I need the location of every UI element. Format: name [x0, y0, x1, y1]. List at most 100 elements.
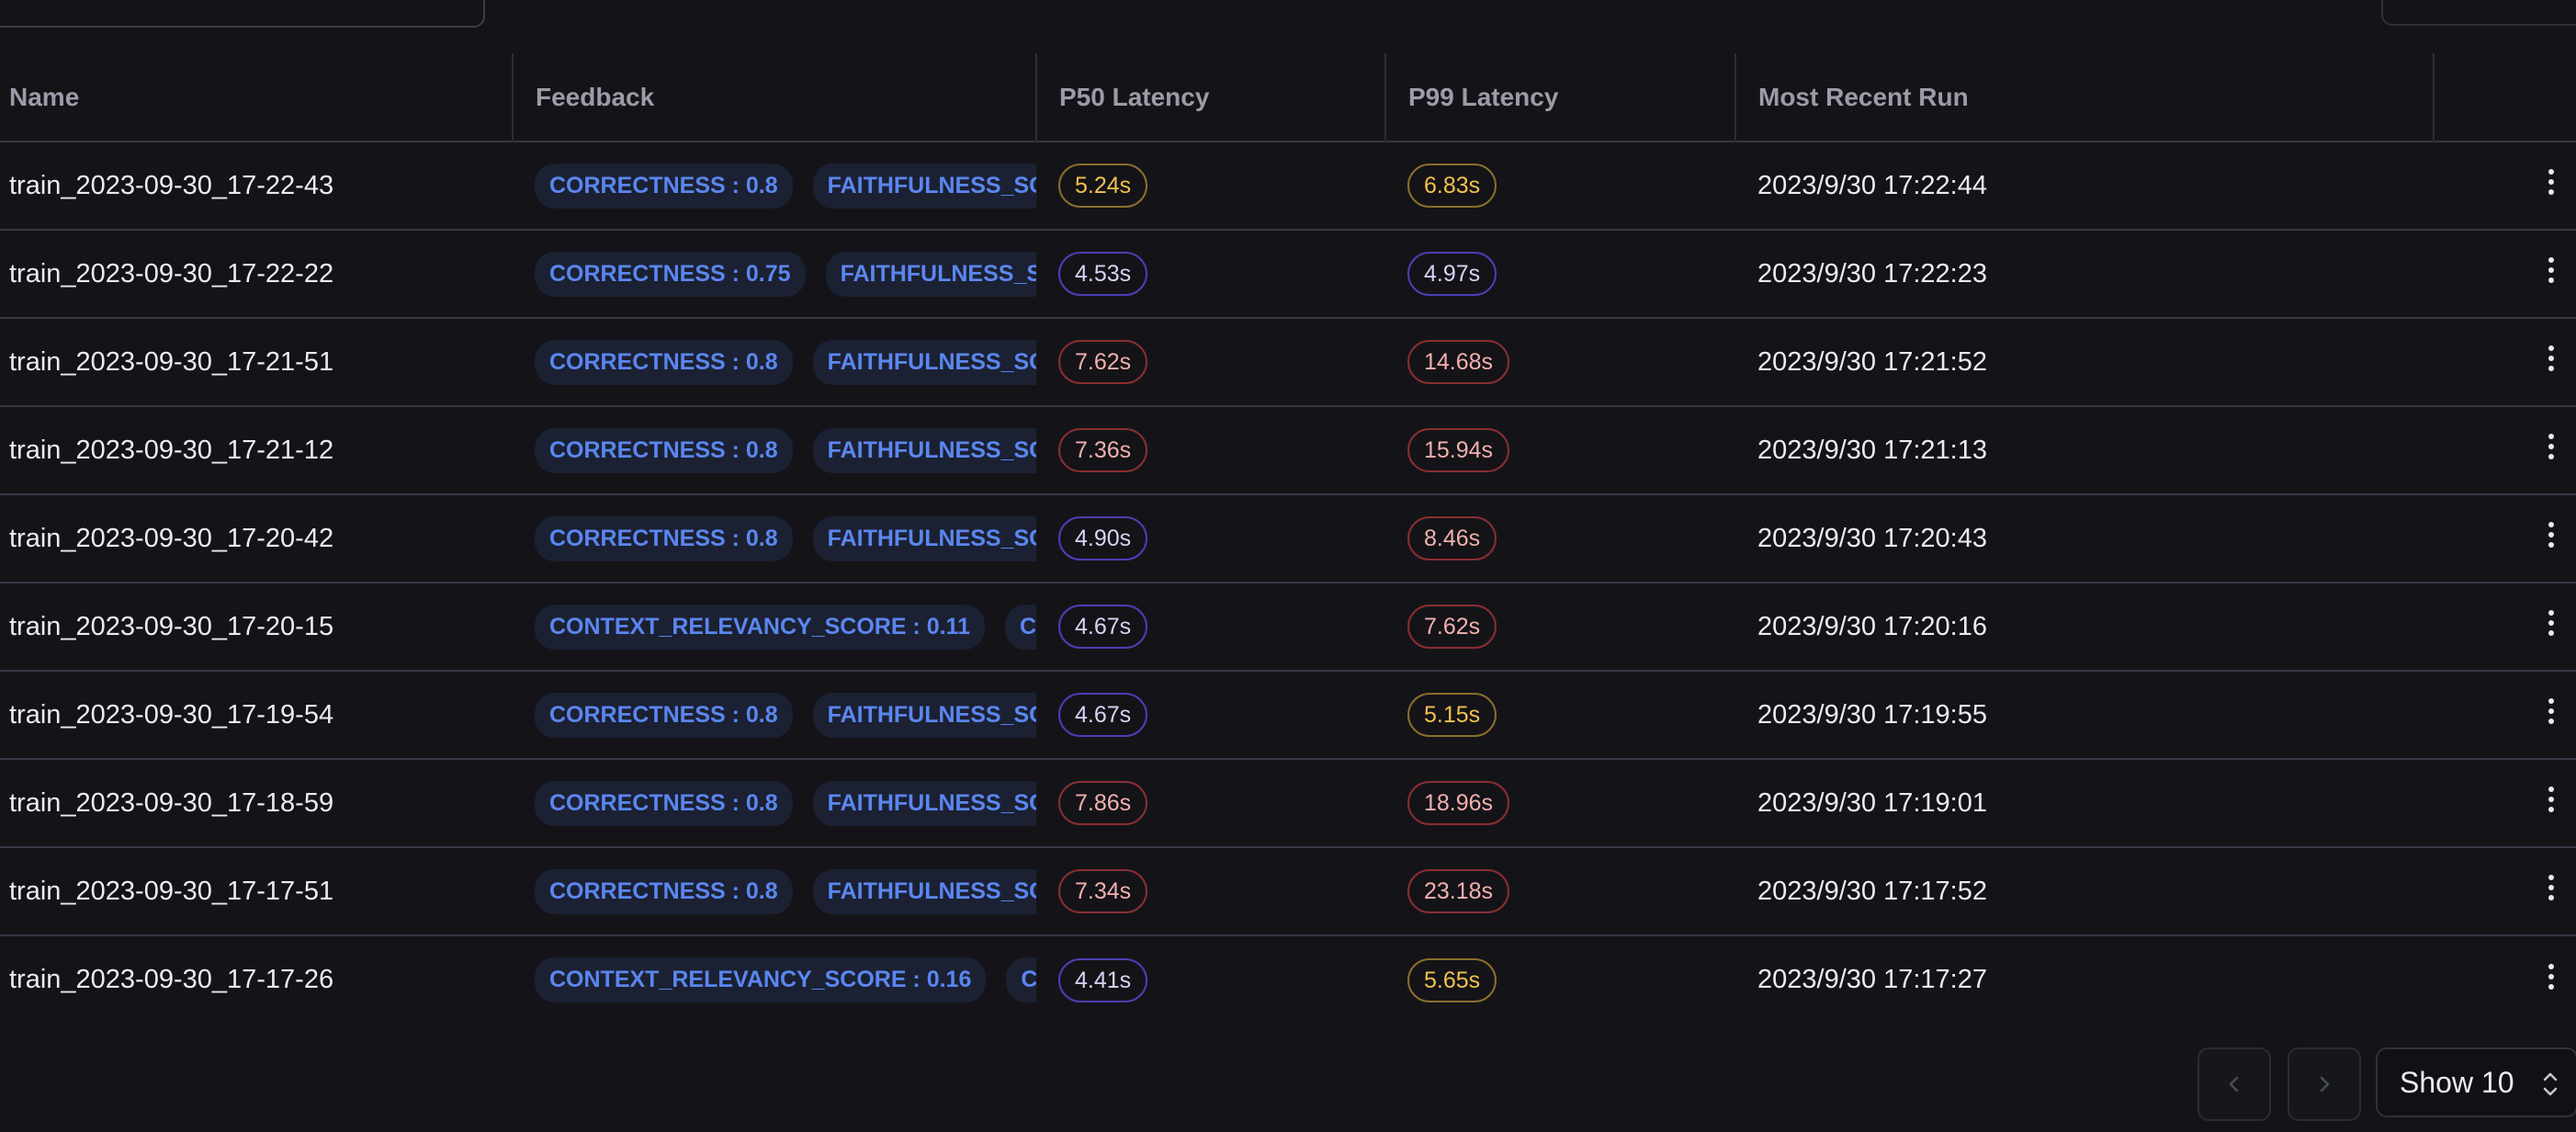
more-vertical-icon[interactable]	[2548, 341, 2554, 376]
table-row[interactable]: train_2023-09-30_17-21-12 CORRECTNESS : …	[0, 406, 2576, 494]
feedback-chip[interactable]: FAITHFULNESS_SCORE	[812, 339, 1036, 385]
more-vertical-icon[interactable]	[2548, 959, 2554, 994]
most-recent-run: 2023/9/30 17:19:55	[1757, 699, 1987, 730]
feedback-chip[interactable]: CORRECTNESS : 0.75	[535, 251, 806, 297]
feedback-chip[interactable]: CORRECTNESS	[1004, 604, 1036, 650]
p99-latency-cell: 18.96s	[1385, 759, 1735, 847]
chevron-left-icon	[2229, 1076, 2239, 1092]
run-name[interactable]: train_2023-09-30_17-18-59	[9, 787, 334, 818]
p99-latency-cell: 15.94s	[1385, 406, 1735, 494]
feedback-chip[interactable]: FAITHFULNESS_SCORE	[825, 251, 1036, 297]
feedback-cell: CORRECTNESS : 0.8 FAITHFULNESS_SCORE	[513, 671, 1036, 759]
table-row[interactable]: train_2023-09-30_17-21-51 CORRECTNESS : …	[0, 318, 2576, 406]
chevron-up-down-icon	[2543, 1072, 2558, 1096]
feedback-chip[interactable]: CONTEXT_RELEVANCY_SCORE : 0.16	[535, 957, 987, 1002]
p50-latency-badge: 7.34s	[1058, 869, 1148, 913]
feedback-chip[interactable]: CONTEXT_RELEVANCY_SCORE : 0.11	[535, 604, 985, 650]
table-row[interactable]: train_2023-09-30_17-20-42 CORRECTNESS : …	[0, 494, 2576, 583]
previous-page-button[interactable]	[2198, 1047, 2271, 1121]
table-row[interactable]: train_2023-09-30_17-18-59 CORRECTNESS : …	[0, 759, 2576, 847]
table-row[interactable]: train_2023-09-30_17-17-51 CORRECTNESS : …	[0, 847, 2576, 935]
feedback-chip[interactable]: CORRECTNESS : 0.8	[535, 339, 793, 385]
p99-latency-cell: 5.15s	[1385, 671, 1735, 759]
feedback-chip[interactable]: CORRECTNESS : 0.8	[535, 868, 793, 914]
row-actions-cell	[2434, 142, 2576, 230]
feedback-chip[interactable]: CORRECTNESS : 0.8	[535, 692, 793, 738]
page-size-select[interactable]: Show 10	[2376, 1047, 2576, 1117]
next-page-button[interactable]	[2288, 1047, 2361, 1121]
run-name[interactable]: train_2023-09-30_17-22-43	[9, 170, 334, 200]
table-row[interactable]: train_2023-09-30_17-20-15 CONTEXT_RELEVA…	[0, 583, 2576, 671]
feedback-chip[interactable]: FAITHFULNESS_SCORE	[812, 163, 1036, 209]
more-vertical-icon[interactable]	[2548, 517, 2554, 552]
chevron-right-icon	[2320, 1076, 2330, 1092]
table-header-row: Name Feedback P50 Latency P99 Latency Mo…	[0, 53, 2576, 142]
feedback-chip[interactable]: FAITHFULNESS_SCORE	[812, 515, 1036, 561]
run-name[interactable]: train_2023-09-30_17-21-12	[9, 435, 334, 465]
run-name[interactable]: train_2023-09-30_17-19-54	[9, 699, 334, 730]
more-vertical-icon[interactable]	[2548, 870, 2554, 905]
row-actions-cell	[2434, 935, 2576, 1024]
column-header-p50-latency[interactable]: P50 Latency	[1036, 53, 1386, 142]
more-vertical-icon[interactable]	[2548, 253, 2554, 288]
more-vertical-icon[interactable]	[2548, 694, 2554, 729]
run-name[interactable]: train_2023-09-30_17-20-42	[9, 523, 334, 553]
search-input[interactable]	[0, 0, 485, 28]
feedback-chip[interactable]: CORRECTNESS : 0.8	[535, 515, 793, 561]
table-row[interactable]: train_2023-09-30_17-22-43 CORRECTNESS : …	[0, 142, 2576, 230]
column-header-most-recent-run[interactable]: Most Recent Run	[1735, 53, 2435, 142]
run-name[interactable]: train_2023-09-30_17-17-51	[9, 876, 334, 906]
feedback-chip[interactable]: CORRECTNESS : 0.8	[535, 780, 793, 826]
run-name[interactable]: train_2023-09-30_17-21-51	[9, 346, 334, 377]
p99-latency-badge: 7.62s	[1407, 605, 1497, 649]
run-name[interactable]: train_2023-09-30_17-20-15	[9, 611, 334, 641]
toolbar-button[interactable]	[2381, 0, 2576, 26]
feedback-cell: CORRECTNESS : 0.8 FAITHFULNESS_SCORE	[513, 847, 1036, 935]
p99-latency-cell: 5.65s	[1385, 935, 1735, 1024]
p99-latency-badge: 23.18s	[1407, 869, 1510, 913]
p50-latency-cell: 4.53s	[1036, 230, 1385, 318]
feedback-chip[interactable]: FAITHFULNESS_SCORE	[812, 692, 1036, 738]
column-header-name[interactable]: Name	[0, 53, 514, 142]
more-vertical-icon[interactable]	[2548, 164, 2554, 199]
p50-latency-cell: 4.67s	[1036, 671, 1385, 759]
table-row[interactable]: train_2023-09-30_17-22-22 CORRECTNESS : …	[0, 230, 2576, 318]
p99-latency-badge: 6.83s	[1407, 164, 1497, 208]
p50-latency-cell: 7.62s	[1036, 318, 1385, 406]
p50-latency-badge: 5.24s	[1058, 164, 1148, 208]
feedback-cell: CORRECTNESS : 0.8 FAITHFULNESS_SCORE	[513, 494, 1036, 583]
p50-latency-badge: 4.41s	[1058, 957, 1148, 1002]
p99-latency-badge: 18.96s	[1407, 781, 1510, 825]
p99-latency-cell: 8.46s	[1385, 494, 1735, 583]
column-header-p99-latency[interactable]: P99 Latency	[1385, 53, 1736, 142]
feedback-cell: CONTEXT_RELEVANCY_SCORE : 0.16 CORRECTNE…	[513, 935, 1036, 1024]
table-row[interactable]: train_2023-09-30_17-17-26 CONTEXT_RELEVA…	[0, 935, 2576, 1024]
p50-latency-badge: 7.86s	[1058, 781, 1148, 825]
runs-table: Name Feedback P50 Latency P99 Latency Mo…	[0, 53, 2576, 1024]
feedback-chip[interactable]: FAITHFULNESS_SCORE	[812, 427, 1036, 473]
row-actions-cell	[2434, 406, 2576, 494]
table-row[interactable]: train_2023-09-30_17-19-54 CORRECTNESS : …	[0, 671, 2576, 759]
p50-latency-badge: 4.67s	[1058, 605, 1148, 649]
row-actions-cell	[2434, 494, 2576, 583]
more-vertical-icon[interactable]	[2548, 782, 2554, 817]
p50-latency-badge: 7.36s	[1058, 428, 1148, 472]
feedback-chip[interactable]: FAITHFULNESS_SCORE	[812, 868, 1036, 914]
row-actions-cell	[2434, 318, 2576, 406]
feedback-chip[interactable]: CORRECTNESS	[1006, 957, 1036, 1002]
feedback-chip[interactable]: CORRECTNESS : 0.8	[535, 427, 793, 473]
more-vertical-icon[interactable]	[2548, 429, 2554, 464]
p50-latency-cell: 4.41s	[1036, 935, 1385, 1024]
run-name[interactable]: train_2023-09-30_17-22-22	[9, 258, 334, 289]
row-actions-cell	[2434, 759, 2576, 847]
column-header-feedback[interactable]: Feedback	[513, 53, 1037, 142]
feedback-chip[interactable]: FAITHFULNESS_SCORE	[812, 780, 1036, 826]
p99-latency-cell: 14.68s	[1385, 318, 1735, 406]
feedback-chip[interactable]: CORRECTNESS : 0.8	[535, 163, 793, 209]
run-name[interactable]: train_2023-09-30_17-17-26	[9, 965, 334, 994]
feedback-cell: CORRECTNESS : 0.8 FAITHFULNESS_SCORE	[513, 406, 1036, 494]
p50-latency-badge: 4.53s	[1058, 252, 1148, 296]
p99-latency-cell: 7.62s	[1385, 583, 1735, 671]
p50-latency-cell: 4.90s	[1036, 494, 1385, 583]
more-vertical-icon[interactable]	[2548, 606, 2554, 640]
